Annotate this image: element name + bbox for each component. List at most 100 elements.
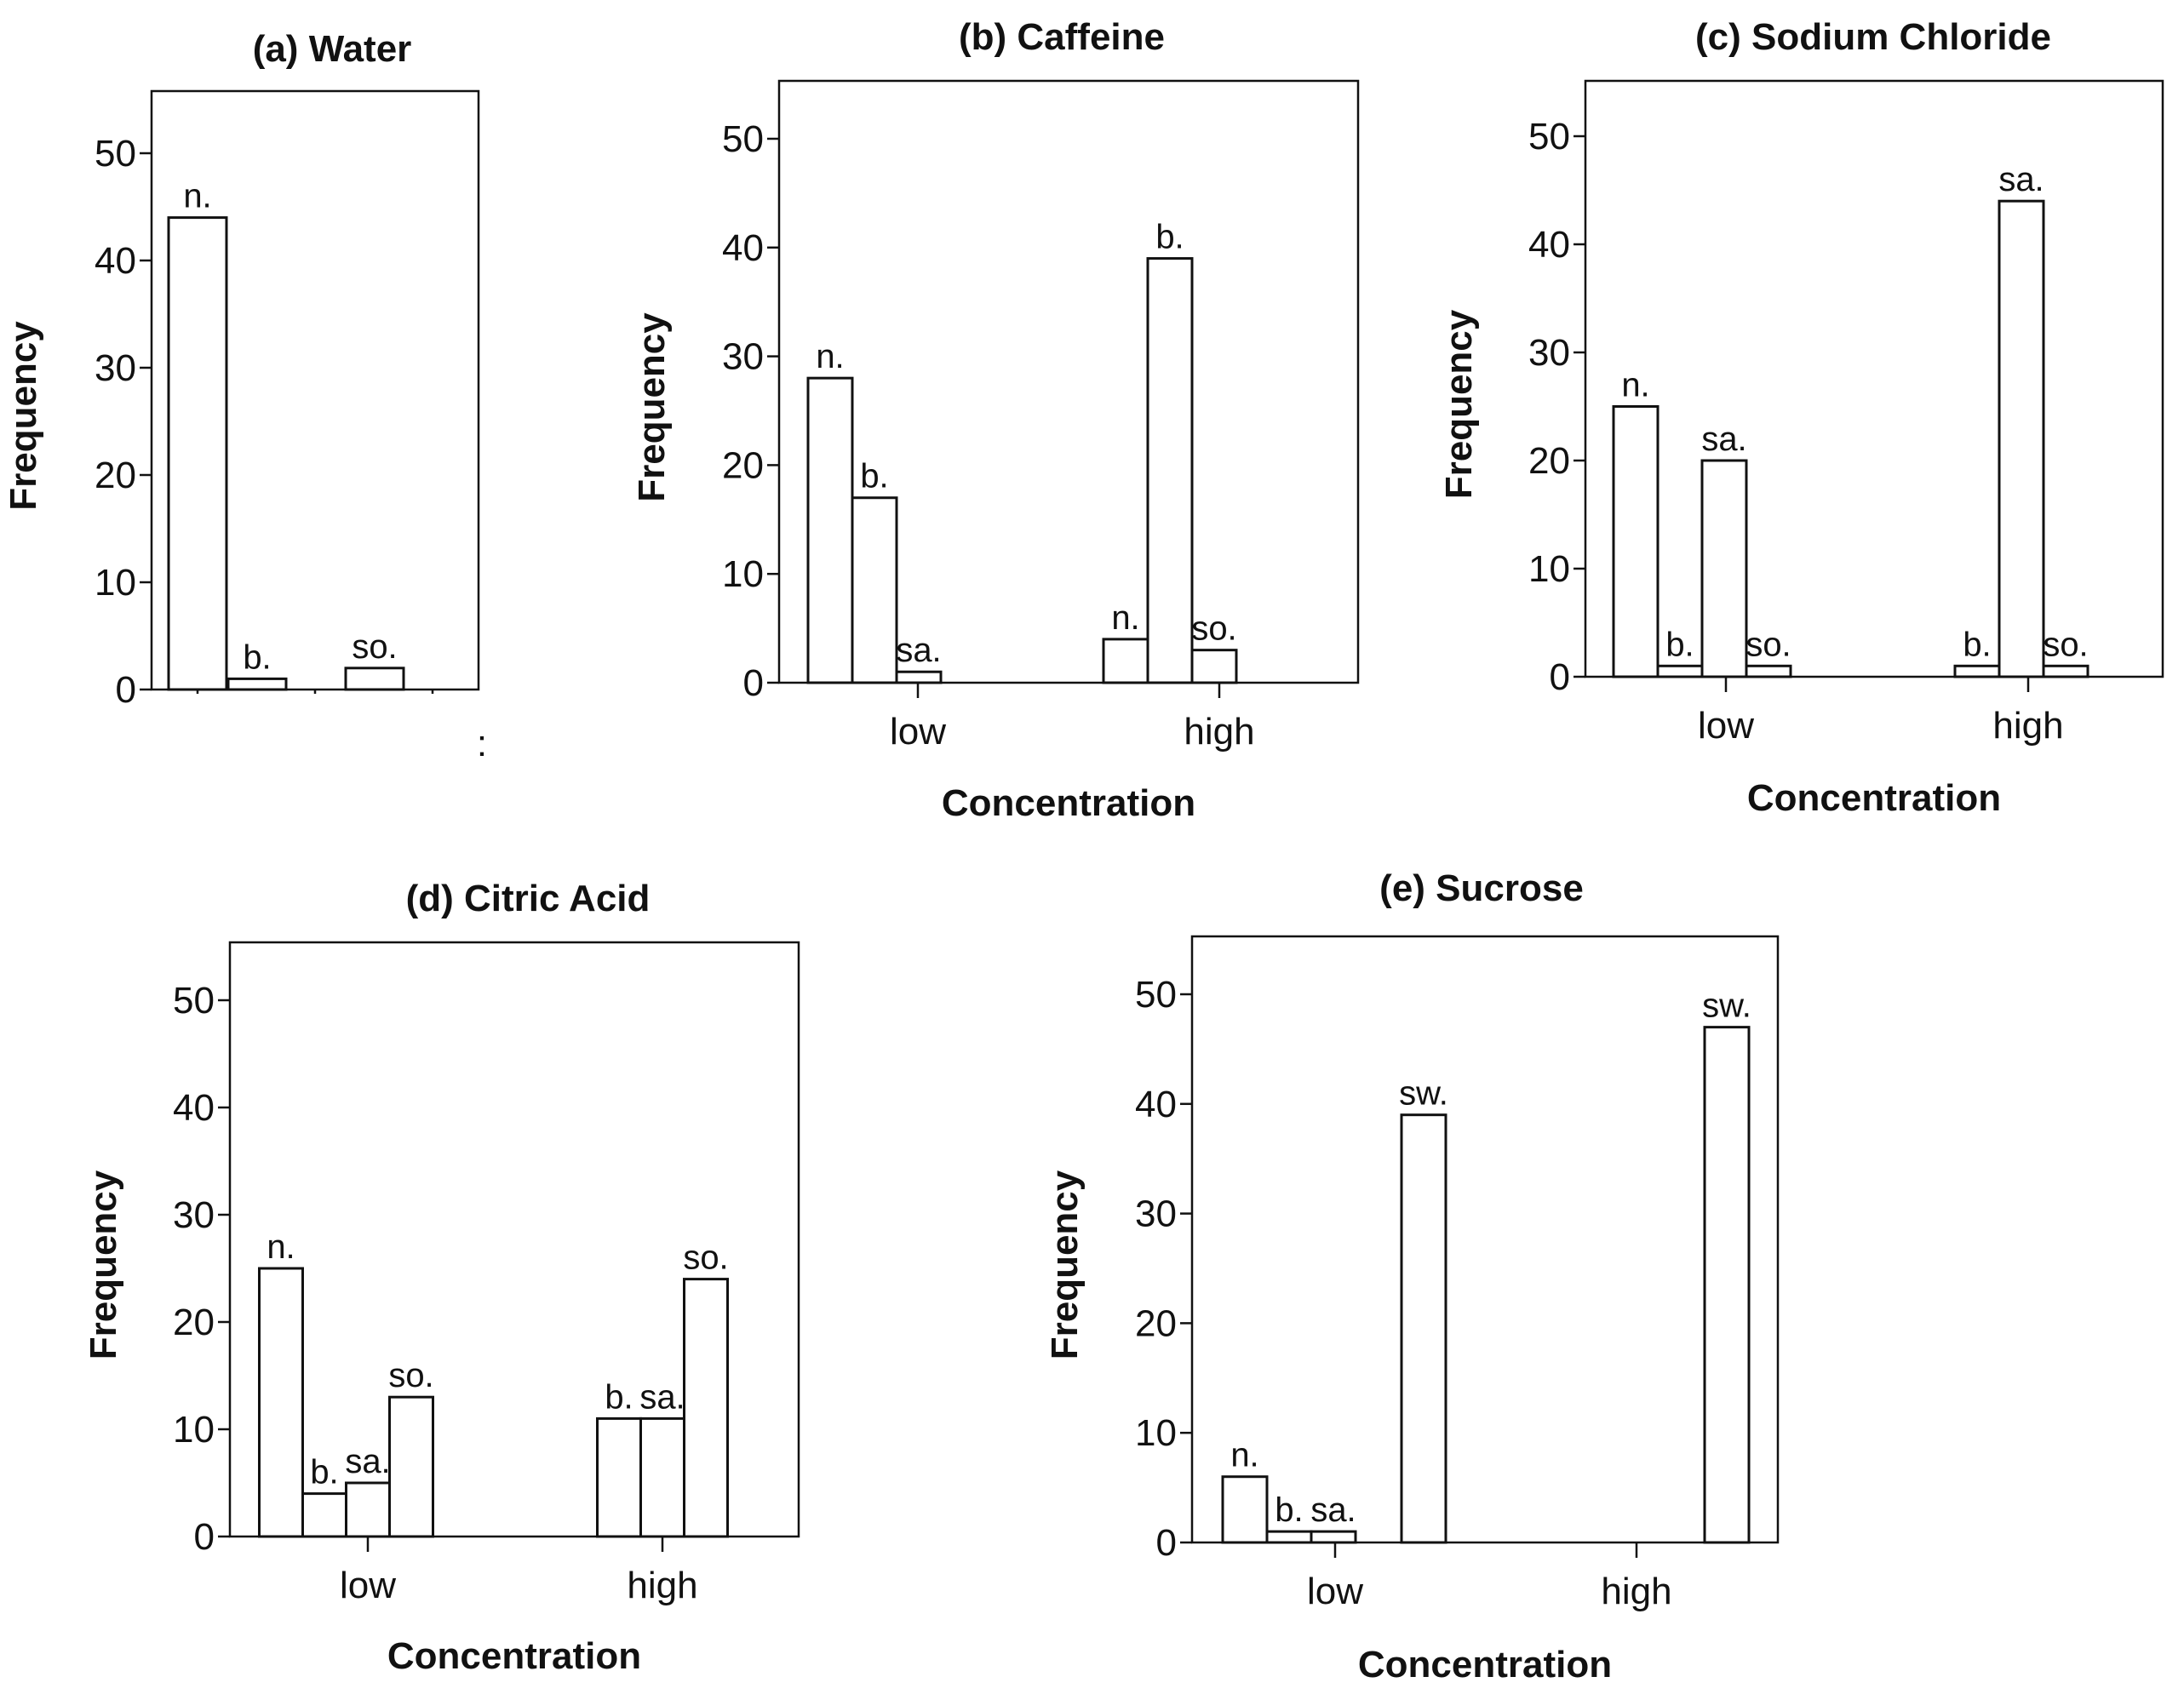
bar-label: sw. bbox=[1399, 1075, 1448, 1113]
bar-label: so. bbox=[1191, 610, 1236, 648]
y-tick-label: 50 bbox=[95, 133, 136, 175]
bar bbox=[1190, 649, 1238, 684]
y-tick-label: 50 bbox=[1135, 974, 1177, 1016]
bar-label: n. bbox=[1111, 599, 1139, 637]
y-tick-label: 20 bbox=[173, 1302, 215, 1343]
y-tick-label: 0 bbox=[1550, 656, 1570, 698]
y-tick-label: 30 bbox=[1528, 332, 1570, 374]
bar-label: b. bbox=[605, 1378, 633, 1416]
y-tick-label: 30 bbox=[722, 336, 764, 378]
bar bbox=[1102, 638, 1149, 684]
bar bbox=[806, 376, 854, 684]
bar bbox=[345, 1481, 391, 1538]
x-axis-title: Concentration bbox=[1358, 1644, 1612, 1685]
bar bbox=[344, 667, 405, 691]
x-tick-label: low bbox=[890, 711, 946, 753]
y-tick-label: 0 bbox=[116, 669, 136, 711]
bar-label: sa. bbox=[1310, 1491, 1356, 1529]
chart-title: (b) Caffeine bbox=[959, 16, 1165, 58]
bar-label: sa. bbox=[1998, 161, 2044, 198]
bar-label: so. bbox=[1745, 626, 1791, 663]
bar bbox=[1400, 1113, 1447, 1544]
bar-label: so. bbox=[683, 1239, 728, 1277]
bar bbox=[683, 1278, 729, 1538]
bar bbox=[258, 1267, 304, 1538]
plot-frame bbox=[1584, 79, 2164, 678]
bar-label: sa. bbox=[345, 1443, 390, 1480]
x-tick-label: high bbox=[1184, 711, 1254, 753]
bar bbox=[596, 1416, 642, 1538]
y-axis-title: Frequency bbox=[1044, 1170, 1086, 1359]
y-axis-title: Frequency bbox=[83, 1170, 124, 1359]
bar bbox=[1265, 1530, 1313, 1544]
y-tick-label: 20 bbox=[1528, 440, 1570, 482]
chart-panel-b: (b) Caffeine 0 10 20 30 40 50 Frequency n. b. sa. n… bbox=[631, 16, 1360, 824]
chart-title: (c) Sodium Chloride bbox=[1695, 16, 2051, 58]
bar-label: b. bbox=[1155, 219, 1184, 256]
x-tick-label: low bbox=[1698, 705, 1754, 747]
x-tick-label: high bbox=[627, 1565, 697, 1606]
bar bbox=[1953, 664, 2001, 678]
bar bbox=[895, 670, 943, 684]
bar-label: b. bbox=[243, 638, 271, 676]
bar-label: b. bbox=[310, 1454, 338, 1491]
chart-panel-c: (c) Sodium Chloride 0 10 20 30 40 50 Frequency n… bbox=[1438, 16, 2164, 819]
chart-title: (a) Water bbox=[253, 28, 412, 70]
bar-label: so. bbox=[2043, 626, 2088, 663]
plot-frame bbox=[1190, 935, 1780, 1544]
bar-label: b. bbox=[1275, 1491, 1303, 1529]
x-axis-title: Concentration bbox=[387, 1635, 641, 1677]
bar-label: so. bbox=[352, 628, 397, 666]
y-tick-label: 10 bbox=[173, 1409, 215, 1451]
x-tick-label: low bbox=[340, 1565, 396, 1606]
bar bbox=[1221, 1475, 1269, 1544]
bar-label: sa. bbox=[896, 632, 941, 669]
bar bbox=[167, 216, 228, 691]
bar bbox=[1310, 1530, 1357, 1544]
bar-label: b. bbox=[860, 458, 888, 495]
bar-label: n. bbox=[1621, 367, 1649, 404]
x-tick-label: high bbox=[1601, 1571, 1671, 1612]
x-axis-title: Concentration bbox=[1747, 777, 2001, 819]
y-tick-label: 0 bbox=[743, 662, 764, 704]
bar-label: n. bbox=[816, 338, 844, 375]
bar bbox=[1745, 664, 1792, 678]
bar bbox=[388, 1395, 434, 1538]
bar bbox=[226, 677, 288, 691]
y-tick-label: 50 bbox=[173, 980, 215, 1022]
bar-label: b. bbox=[1963, 626, 1991, 663]
y-tick-label: 30 bbox=[95, 347, 136, 389]
bar-label: sa. bbox=[1701, 421, 1746, 458]
y-tick-label: 40 bbox=[1528, 224, 1570, 266]
bar-label: so. bbox=[388, 1357, 433, 1394]
y-tick-label: 50 bbox=[722, 118, 764, 160]
y-tick-label: 50 bbox=[1528, 116, 1570, 157]
bar bbox=[301, 1492, 347, 1538]
bar bbox=[1656, 664, 1704, 678]
x-tick-label: low bbox=[1307, 1571, 1363, 1612]
y-axis-title: Frequency bbox=[631, 312, 673, 502]
bar bbox=[851, 496, 898, 684]
bar-label: sw. bbox=[1702, 987, 1751, 1025]
bar-label: n. bbox=[183, 178, 211, 215]
y-tick-label: 0 bbox=[1156, 1522, 1177, 1564]
bar bbox=[2042, 664, 2089, 678]
bar bbox=[1700, 459, 1748, 678]
y-tick-label: 10 bbox=[722, 553, 764, 595]
y-tick-label: 10 bbox=[1528, 548, 1570, 590]
y-tick-label: 40 bbox=[95, 240, 136, 282]
bar bbox=[1612, 405, 1659, 678]
x-tick-label: high bbox=[1992, 705, 2063, 747]
y-tick-label: 20 bbox=[1135, 1302, 1177, 1344]
bar-label: b. bbox=[1665, 626, 1694, 663]
stray-mark: : bbox=[477, 723, 487, 764]
y-tick-label: 10 bbox=[95, 562, 136, 604]
chart-panel-a: (a) Water 0 10 20 30 40 50 Frequency n. b. so.: bbox=[3, 28, 487, 764]
y-axis-title: Frequency bbox=[3, 321, 44, 511]
bar bbox=[1146, 257, 1194, 684]
bar bbox=[1703, 1026, 1751, 1544]
y-tick-label: 40 bbox=[1135, 1084, 1177, 1125]
chart-title: (e) Sucrose bbox=[1379, 867, 1584, 909]
bar-label: n. bbox=[267, 1228, 295, 1266]
